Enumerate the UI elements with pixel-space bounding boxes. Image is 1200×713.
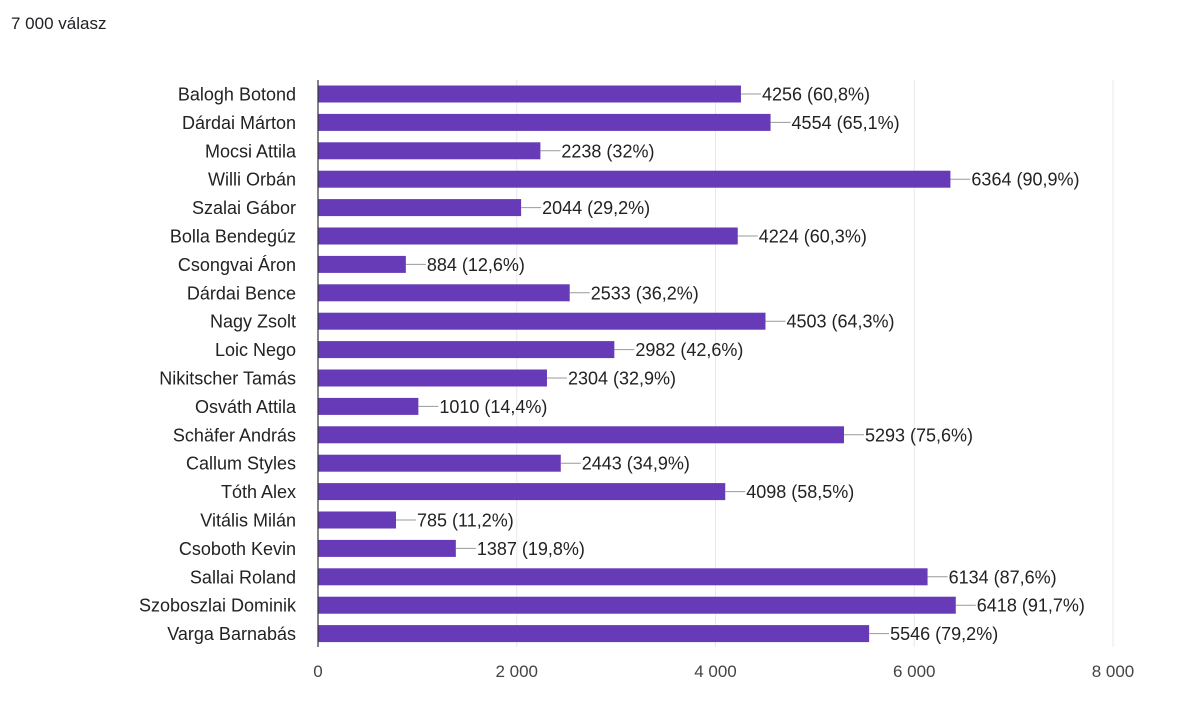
bar bbox=[318, 113, 771, 131]
data-label: 785 (11,2%) bbox=[417, 511, 514, 531]
category-label: Csongvai Áron bbox=[178, 255, 296, 275]
response-count: 7 000 válasz bbox=[11, 14, 107, 33]
data-label: 4503 (64,3%) bbox=[786, 312, 894, 332]
data-label: 1010 (14,4%) bbox=[439, 397, 547, 417]
x-tick-label: 0 bbox=[313, 662, 322, 681]
category-label: Dárdai Márton bbox=[182, 113, 296, 133]
bar bbox=[318, 199, 522, 217]
category-label: Szoboszlai Dominik bbox=[139, 596, 297, 616]
category-label: Dárdai Bence bbox=[187, 283, 296, 303]
bar bbox=[318, 454, 561, 472]
category-label: Bolla Bendegúz bbox=[170, 227, 296, 247]
data-label: 6134 (87,6%) bbox=[949, 567, 1057, 587]
category-label: Sallai Roland bbox=[190, 567, 296, 587]
data-label: 5546 (79,2%) bbox=[890, 624, 998, 644]
bar bbox=[318, 625, 870, 643]
data-label: 4224 (60,3%) bbox=[759, 227, 867, 247]
bar bbox=[318, 227, 738, 245]
bar bbox=[318, 539, 456, 557]
data-label: 4256 (60,8%) bbox=[762, 85, 870, 105]
data-label: 2443 (34,9%) bbox=[582, 454, 690, 474]
category-label: Nagy Zsolt bbox=[210, 312, 296, 332]
bar bbox=[318, 284, 570, 302]
category-label: Tóth Alex bbox=[221, 482, 296, 502]
data-label: 2044 (29,2%) bbox=[542, 198, 650, 218]
data-label: 2982 (42,6%) bbox=[635, 340, 743, 360]
category-label: Balogh Botond bbox=[178, 85, 296, 105]
data-label: 2238 (32%) bbox=[561, 141, 654, 161]
category-label: Nikitscher Tamás bbox=[159, 369, 296, 389]
data-label: 1387 (19,8%) bbox=[477, 539, 585, 559]
bar bbox=[318, 397, 419, 415]
bar bbox=[318, 426, 844, 444]
bar bbox=[318, 85, 741, 103]
data-label: 5293 (75,6%) bbox=[865, 425, 973, 445]
category-label: Schäfer András bbox=[173, 425, 296, 445]
bar bbox=[318, 568, 928, 586]
category-label: Callum Styles bbox=[186, 454, 296, 474]
category-label: Mocsi Attila bbox=[205, 141, 297, 161]
category-label: Szalai Gábor bbox=[192, 198, 296, 218]
x-tick-label: 2 000 bbox=[495, 662, 538, 681]
bar bbox=[318, 369, 547, 387]
category-label: Varga Barnabás bbox=[167, 624, 296, 644]
category-label: Vitális Milán bbox=[200, 511, 296, 531]
data-label: 4098 (58,5%) bbox=[746, 482, 854, 502]
data-label: 884 (12,6%) bbox=[427, 255, 525, 275]
category-label: Loic Nego bbox=[215, 340, 296, 360]
category-label: Csoboth Kevin bbox=[179, 539, 296, 559]
data-label: 2533 (36,2%) bbox=[591, 283, 699, 303]
x-tick-label: 6 000 bbox=[893, 662, 936, 681]
category-label: Osváth Attila bbox=[195, 397, 297, 417]
bar bbox=[318, 312, 766, 330]
bar bbox=[318, 596, 956, 614]
bar bbox=[318, 483, 726, 501]
bar bbox=[318, 255, 406, 273]
data-label: 6418 (91,7%) bbox=[977, 596, 1085, 616]
bar bbox=[318, 142, 541, 160]
data-label: 4554 (65,1%) bbox=[792, 113, 900, 133]
data-label: 6364 (90,9%) bbox=[971, 170, 1079, 190]
x-tick-label: 8 000 bbox=[1092, 662, 1135, 681]
x-tick-label: 4 000 bbox=[694, 662, 737, 681]
category-label: Willi Orbán bbox=[208, 170, 296, 190]
bar bbox=[318, 341, 615, 359]
bar bbox=[318, 511, 397, 529]
data-label: 2304 (32,9%) bbox=[568, 369, 676, 389]
bar bbox=[318, 170, 951, 188]
